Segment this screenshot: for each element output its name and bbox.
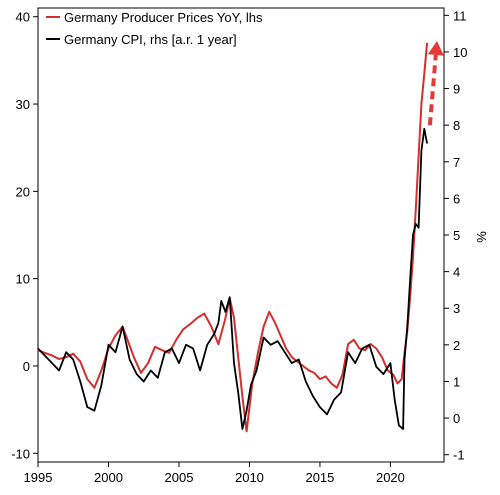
- x-tick-label: 2010: [235, 470, 264, 485]
- legend-label-ppi: Germany Producer Prices YoY, lhs: [64, 10, 263, 25]
- left-tick-label: 20: [16, 184, 30, 199]
- series-line-ppi: [37, 42, 429, 433]
- legend-label-cpi: Germany CPI, rhs [a.r. 1 year]: [64, 32, 237, 47]
- legend: Germany Producer Prices YoY, lhs Germany…: [46, 10, 263, 47]
- x-tick-label: 2000: [94, 470, 123, 485]
- right-tick-label: 9: [453, 82, 460, 97]
- right-tick-label: 6: [453, 191, 460, 206]
- right-tick-label: 8: [453, 118, 460, 133]
- left-tick-label: -10: [11, 446, 30, 461]
- x-tick-label: 2020: [376, 470, 405, 485]
- right-tick-label: 1: [453, 374, 460, 389]
- left-tick-label: 40: [16, 10, 30, 25]
- right-tick-label: 10: [453, 45, 467, 60]
- right-tick-label: -1: [453, 448, 465, 463]
- x-tick-label: 2015: [305, 470, 334, 485]
- series-layer: [37, 41, 444, 433]
- left-tick-label: 0: [23, 359, 30, 374]
- right-tick-label: 5: [453, 228, 460, 243]
- right-tick-label: 7: [453, 155, 460, 170]
- left-axis-ticks: -10 0 10 20 30 40: [11, 10, 38, 461]
- left-tick-label: 10: [16, 272, 30, 287]
- right-axis-label: %: [474, 231, 489, 243]
- right-axis-ticks: -1 0 1 2 3 4 5 6 7 8 9 10 11: [444, 8, 467, 463]
- right-tick-label: 3: [453, 301, 460, 316]
- right-tick-label: 4: [453, 265, 460, 280]
- x-axis-ticks: 1995 2000 2005 2010 2015 2020: [24, 462, 405, 485]
- left-tick-label: 30: [16, 97, 30, 112]
- x-tick-label: 2005: [165, 470, 194, 485]
- right-tick-label: 0: [453, 411, 460, 426]
- annotation-arrow-shaft: [427, 54, 438, 126]
- right-tick-label: 11: [453, 8, 467, 23]
- series-line-cpi: [37, 127, 428, 430]
- annotation-arrow-head: [427, 41, 444, 56]
- right-tick-label: 2: [453, 338, 460, 353]
- x-tick-label: 1995: [24, 470, 53, 485]
